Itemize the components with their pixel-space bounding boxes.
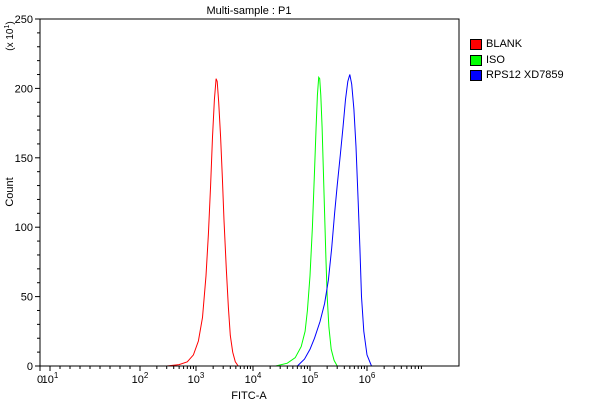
chart-title: Multi-sample : P1	[207, 5, 292, 17]
y-axis: 0 50 100 150 200 250	[15, 14, 40, 373]
y-tick-label: 0	[27, 361, 33, 373]
legend-item: BLANK	[470, 37, 564, 53]
series-layer	[166, 74, 372, 367]
x-tick-label: 105	[302, 371, 319, 386]
x-tick-label: 104	[245, 371, 262, 386]
legend-item: RPS12 XD7859	[470, 68, 564, 84]
y-tick-label: 200	[15, 83, 33, 95]
x-tick-label: 101	[42, 371, 59, 386]
x-axis-label: FITC-A	[231, 390, 267, 402]
series-line-iso	[275, 75, 338, 367]
series-line-rps12-xd7859	[297, 74, 372, 367]
y-tick-label: 150	[15, 153, 33, 165]
legend-label: ISO	[486, 53, 505, 66]
x-tick-label: 0	[37, 374, 43, 386]
legend-swatch	[470, 70, 482, 82]
legend-label: BLANK	[486, 38, 523, 51]
y-tick-label: 250	[15, 14, 33, 26]
legend-swatch	[470, 54, 482, 66]
series-line-blank	[166, 78, 239, 367]
plot-frame	[39, 18, 460, 367]
x-tick-label: 103	[188, 371, 205, 386]
x-tick-label: 106	[359, 371, 376, 386]
y-multiplier: (x 101)	[4, 21, 16, 50]
legend-item: ISO	[470, 53, 564, 69]
y-axis-label: Count	[4, 177, 16, 206]
x-tick-label: 102	[132, 371, 149, 386]
legend-label: RPS12 XD7859	[486, 69, 564, 82]
legend: BLANK ISO RPS12 XD7859	[470, 37, 564, 84]
y-tick-label: 100	[15, 222, 33, 234]
y-tick-label: 50	[21, 292, 33, 304]
legend-swatch	[470, 39, 482, 51]
